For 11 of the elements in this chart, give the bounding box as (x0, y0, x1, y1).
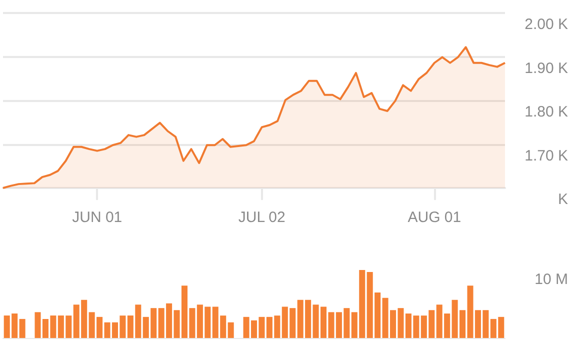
y-tick-label: 1.70 K (524, 147, 568, 164)
y-tick-label: 1.80 K (524, 104, 568, 120)
text: 10 M (534, 271, 568, 288)
bar (19, 318, 26, 338)
y-tick-label: 2.00 K (524, 16, 568, 33)
y-tick-label: K (558, 191, 568, 208)
x-tick-label: JUL 02 (238, 209, 286, 226)
x-tick-label: AUG 01 (408, 209, 462, 226)
y-tick-label: 1.90 K (524, 60, 568, 77)
x-tick-label: JUN 01 (72, 209, 122, 226)
bar (228, 322, 234, 338)
